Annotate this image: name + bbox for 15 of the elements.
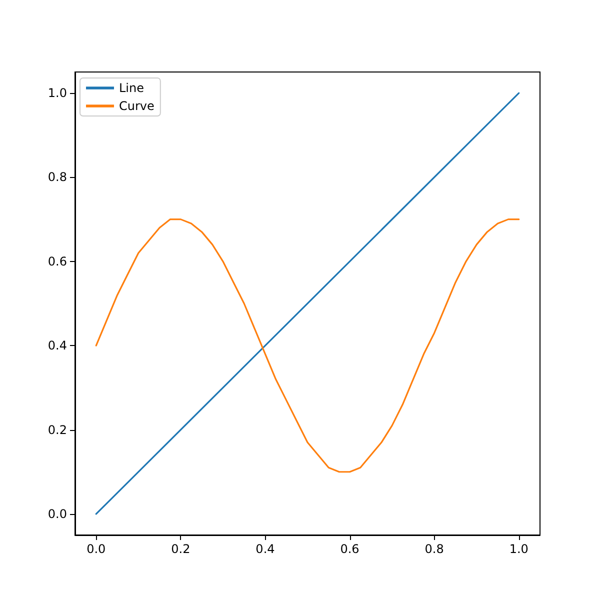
x-tick-label: 1.0	[509, 542, 528, 556]
legend-label: Line	[119, 81, 144, 95]
x-tick-label: 0.0	[86, 542, 106, 556]
x-tick-label: 0.8	[424, 542, 444, 556]
y-tick-label: 0.4	[48, 338, 67, 353]
x-tick-label: 0.6	[340, 542, 360, 556]
x-tick-label: 0.2	[171, 542, 190, 556]
x-tick-label: 0.4	[256, 542, 275, 556]
y-tick-label: 1.0	[48, 86, 67, 100]
y-tick-label: 0.0	[48, 506, 67, 521]
y-tick-label: 0.2	[48, 422, 67, 437]
y-tick-label: 0.6	[48, 254, 67, 268]
y-tick-label: 0.8	[48, 170, 67, 184]
line-series	[95, 218, 520, 473]
legend-label: Curve	[119, 99, 154, 113]
